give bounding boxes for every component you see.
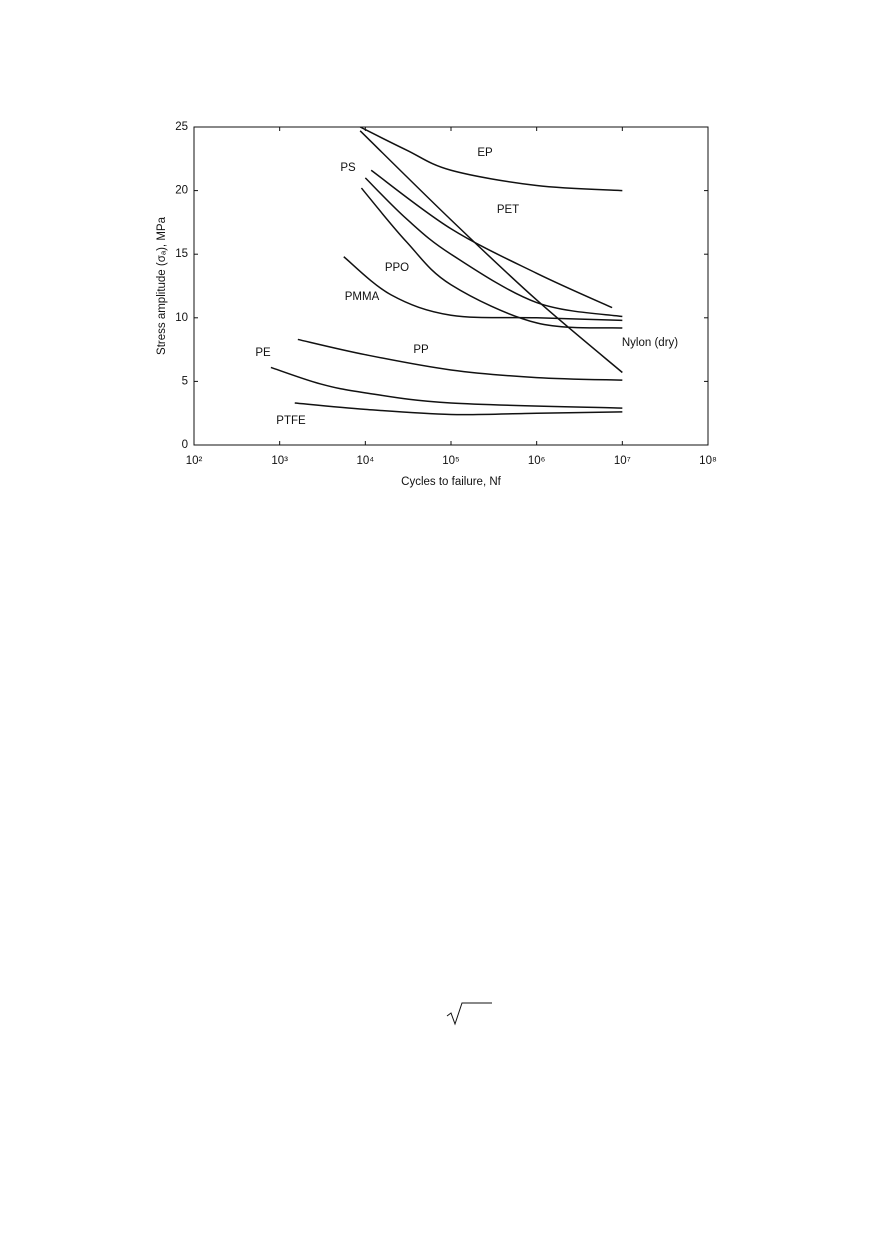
curve-label: PE <box>255 347 271 359</box>
curve-label: PET <box>497 204 519 216</box>
x-tick-label: 10⁵ <box>442 455 460 467</box>
curve-label: PMMA <box>345 291 380 303</box>
y-tick-label: 15 <box>175 248 188 260</box>
curve-label: Nylon (dry) <box>622 337 678 349</box>
x-tick-label: 10³ <box>271 455 288 467</box>
curve <box>359 126 623 192</box>
curve <box>297 338 623 381</box>
curve <box>364 177 623 318</box>
x-axis-label: Cycles to failure, Nf <box>401 476 502 488</box>
curve-label: EP <box>477 147 493 159</box>
curve <box>343 256 623 322</box>
curve-label: PS <box>340 162 356 174</box>
plot-frame <box>193 126 709 446</box>
x-tick-label: 10⁶ <box>528 455 546 467</box>
y-tick-label: 10 <box>175 312 188 324</box>
curve-label: PP <box>413 344 429 356</box>
y-tick-label: 20 <box>175 185 188 197</box>
curve <box>270 366 623 409</box>
sqrt-symbol <box>446 1002 492 1026</box>
y-tick-label: 25 <box>175 121 188 133</box>
curve <box>294 402 623 416</box>
x-tick-label: 10⁴ <box>356 455 374 467</box>
y-axis-label: Stress amplitude (σₐ), MPa <box>156 216 168 355</box>
curve <box>370 169 613 309</box>
curve <box>359 130 623 374</box>
curve-label: PPO <box>385 262 409 274</box>
y-tick-label: 0 <box>182 439 188 451</box>
curve <box>360 187 623 329</box>
y-tick-label: 5 <box>182 375 188 387</box>
x-tick-label: 10⁸ <box>699 455 717 467</box>
curve-label: PTFE <box>276 415 306 427</box>
x-tick-label: 10² <box>186 455 203 467</box>
x-tick-label: 10⁷ <box>614 455 631 467</box>
